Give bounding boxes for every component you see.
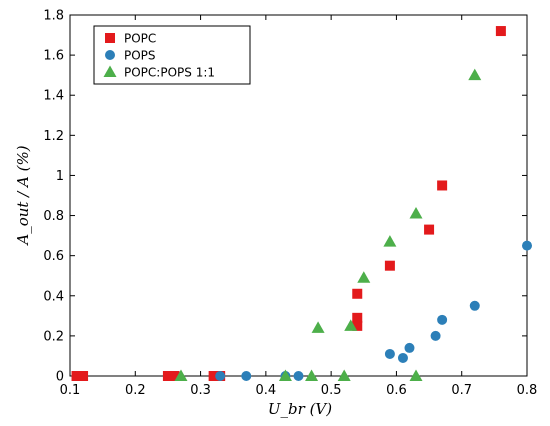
x-tick-label: 0.7	[451, 383, 472, 398]
point-pops	[384, 348, 395, 359]
point-popc	[71, 371, 82, 381]
point-popc	[352, 320, 363, 331]
point-popc	[352, 312, 363, 323]
x-tick-label: 0.6	[386, 383, 407, 398]
x-axis-ticks: 0.1 0.2 0.3 0.4 0.5 0.6 0.7 0.8	[60, 15, 538, 398]
point-popc	[384, 260, 395, 271]
point-popc-pops-1-1	[278, 369, 292, 381]
point-popc	[169, 371, 180, 381]
y-axis-label: A_out / A (%)	[14, 145, 32, 246]
y-tick-label: 1.4	[43, 89, 64, 104]
y-tick-label: 0.4	[43, 289, 64, 304]
point-popc-pops-1-1	[311, 321, 325, 333]
point-pops	[293, 371, 304, 381]
legend: POPC POPS POPC:POPS 1:1	[93, 25, 251, 85]
point-pops	[241, 371, 252, 381]
y-tick-label: 1.6	[43, 49, 64, 64]
y-tick-label: 0.6	[43, 249, 64, 264]
data-markers	[71, 26, 532, 381]
y-axis-label-text: A_out / A (%)	[14, 145, 32, 246]
point-popc	[495, 26, 506, 37]
x-axis-label: U_br (V)	[268, 400, 332, 418]
x-tick-label: 0.5	[321, 383, 342, 398]
point-popc	[78, 371, 89, 381]
point-popc-pops-1-1	[174, 369, 188, 381]
point-pops	[215, 371, 226, 381]
y-tick-label: 1.8	[43, 9, 64, 24]
x-tick-label: 0.2	[125, 383, 146, 398]
point-popc-pops-1-1	[383, 235, 397, 247]
x-tick-label: 0.4	[256, 383, 277, 398]
point-popc-pops-1-1	[409, 369, 423, 381]
point-popc-pops-1-1	[305, 369, 319, 381]
point-pops	[430, 330, 441, 341]
point-pops	[522, 240, 532, 251]
legend-box	[93, 25, 251, 85]
legend-marker-pops	[105, 50, 115, 60]
point-popc	[437, 180, 448, 191]
y-tick-label: 0.2	[43, 329, 64, 344]
legend-label-pops: POPS	[124, 49, 156, 63]
point-pops	[437, 314, 448, 325]
legend-marker-popc-pops-1-1	[103, 65, 117, 77]
legend-marker-popc	[105, 33, 115, 43]
point-pops	[469, 300, 480, 311]
point-pops	[397, 352, 408, 363]
point-popc-pops-1-1	[337, 369, 351, 381]
point-pops	[404, 342, 415, 353]
y-tick-label: 0.8	[43, 209, 64, 224]
y-axis-ticks: 0 0.2 0.4 0.6 0.8 1 1.2 1.4 1.6 1.8	[43, 9, 527, 385]
legend-label-popc-pops-1-1: POPC:POPS 1:1	[124, 66, 215, 80]
x-tick-label: 0.8	[517, 383, 538, 398]
y-tick-label: 0	[56, 370, 64, 385]
point-popc-pops-1-1	[468, 68, 482, 81]
y-tick-label: 1	[56, 169, 64, 184]
x-tick-label: 0.1	[60, 383, 81, 398]
point-popc	[208, 371, 219, 381]
point-popc	[424, 224, 435, 235]
point-popc	[352, 288, 363, 299]
x-tick-label: 0.3	[190, 383, 211, 398]
point-popc-pops-1-1	[357, 271, 371, 283]
point-popc	[162, 371, 173, 381]
y-tick-label: 1.2	[43, 129, 64, 144]
point-popc-pops-1-1	[344, 319, 358, 331]
point-popc-pops-1-1	[409, 207, 423, 219]
legend-label-popc: POPC	[124, 32, 156, 46]
